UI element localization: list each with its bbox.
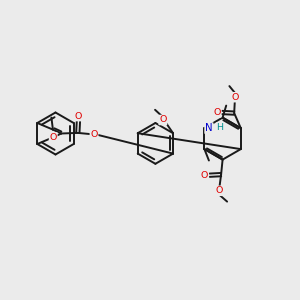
Text: O: O xyxy=(201,171,208,180)
Text: O: O xyxy=(231,93,239,102)
Text: N: N xyxy=(205,123,213,133)
Text: O: O xyxy=(216,186,223,195)
Text: O: O xyxy=(159,116,167,124)
Text: O: O xyxy=(213,108,221,117)
Text: O: O xyxy=(75,112,82,121)
Text: O: O xyxy=(90,130,98,139)
Text: O: O xyxy=(50,133,57,142)
Text: H: H xyxy=(217,123,224,132)
